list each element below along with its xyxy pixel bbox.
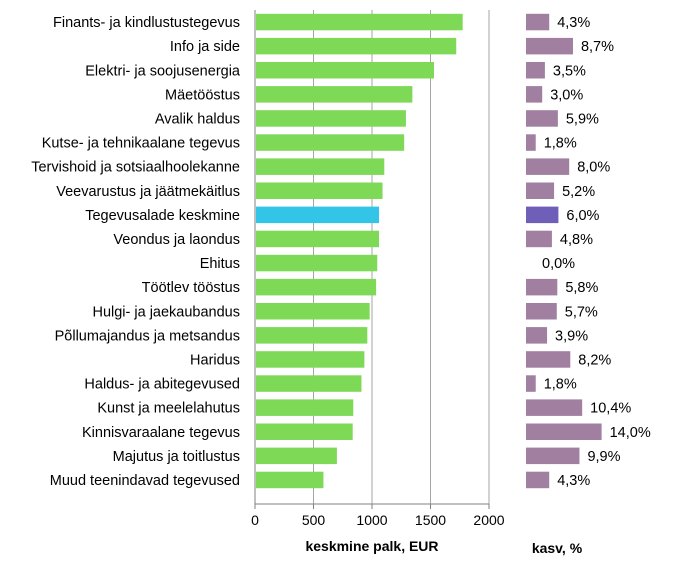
salary-bar bbox=[256, 182, 383, 199]
x-tick-label: 0 bbox=[251, 512, 259, 528]
category-label: Haldus- ja abitegevused bbox=[84, 377, 240, 393]
salary-x-axis: 0 500 1000 1500 2000 bbox=[251, 10, 505, 528]
salary-bar bbox=[256, 230, 380, 248]
category-labels: Finants- ja kindlustustegevus Info ja sid… bbox=[31, 15, 241, 489]
growth-value-label: 8,7% bbox=[581, 39, 614, 55]
growth-axis-title: kasv, % bbox=[532, 540, 583, 556]
salary-bar bbox=[256, 37, 457, 55]
growth-bar bbox=[526, 110, 558, 127]
category-label: Veevarustus ja jäätmekäitlus bbox=[56, 184, 240, 200]
salary-bar bbox=[256, 351, 365, 368]
category-label: Põllumajandus ja metsandus bbox=[55, 328, 240, 344]
growth-value-label: 4,3% bbox=[557, 473, 590, 489]
category-label: Finants- ja kindlustustegevus bbox=[53, 15, 240, 31]
growth-bar bbox=[526, 182, 555, 199]
salary-bar bbox=[256, 303, 370, 320]
growth-bar bbox=[526, 37, 573, 55]
category-label: Avalik haldus bbox=[155, 111, 240, 127]
growth-value-label: 1,8% bbox=[544, 136, 577, 152]
x-tick-label: 1000 bbox=[356, 512, 387, 528]
growth-bar bbox=[526, 375, 536, 392]
category-label: Töötlev tööstus bbox=[142, 280, 240, 296]
growth-bar bbox=[526, 303, 557, 320]
category-label: Ehitus bbox=[200, 256, 240, 272]
category-label: Mäetööstus bbox=[165, 87, 240, 103]
growth-bar bbox=[526, 423, 602, 440]
salary-bar-series bbox=[256, 13, 463, 489]
growth-value-label: 3,0% bbox=[550, 87, 583, 103]
growth-bar bbox=[526, 278, 558, 296]
growth-value-label: 3,5% bbox=[553, 63, 586, 79]
growth-bar bbox=[526, 399, 583, 416]
salary-bar bbox=[256, 375, 362, 392]
category-label: Tervishoid ja sotsiaalhoolekanne bbox=[31, 160, 240, 176]
growth-value-label: 0,0% bbox=[542, 256, 575, 272]
salary-bar bbox=[256, 110, 406, 127]
growth-value-label: 4,3% bbox=[557, 15, 590, 31]
salary-bar bbox=[256, 62, 435, 79]
growth-bar bbox=[526, 230, 552, 248]
growth-value-label: 14,0% bbox=[610, 425, 651, 441]
salary-bar bbox=[256, 86, 413, 103]
growth-bar bbox=[526, 158, 570, 175]
growth-value-label: 5,8% bbox=[565, 280, 598, 296]
growth-bar-series bbox=[526, 13, 602, 489]
growth-bar bbox=[526, 351, 571, 368]
salary-bar bbox=[256, 254, 378, 272]
growth-bar bbox=[526, 62, 545, 79]
category-label: Veondus ja laondus bbox=[113, 232, 240, 248]
growth-value-label: 8,0% bbox=[577, 160, 610, 176]
salary-bar bbox=[256, 13, 463, 31]
growth-value-label: 5,2% bbox=[562, 184, 595, 200]
category-label: Kunst ja meelelahutus bbox=[97, 401, 240, 417]
growth-bar bbox=[526, 206, 559, 224]
growth-value-label: 10,4% bbox=[590, 401, 631, 417]
salary-bar bbox=[256, 158, 385, 175]
x-tick-label: 2000 bbox=[473, 512, 504, 528]
salary-bar bbox=[256, 278, 377, 296]
growth-value-label: 9,9% bbox=[587, 449, 620, 465]
salary-bar bbox=[256, 471, 324, 489]
x-tick-label: 1500 bbox=[415, 512, 446, 528]
category-label: Info ja side bbox=[170, 39, 240, 55]
salary-bar bbox=[256, 206, 380, 224]
salary-bar bbox=[256, 423, 353, 440]
growth-bar bbox=[526, 13, 550, 31]
growth-value-label: 5,7% bbox=[565, 304, 598, 320]
growth-bar bbox=[526, 471, 550, 489]
category-label: Hulgi- ja jaekaubandus bbox=[92, 304, 240, 320]
growth-value-label: 6,0% bbox=[566, 208, 599, 224]
growth-value-label: 4,8% bbox=[560, 232, 593, 248]
growth-value-label: 8,2% bbox=[578, 352, 611, 368]
salary-axis-title: keskmine palk, EUR bbox=[305, 538, 438, 554]
category-label: Elektri- ja soojusenergia bbox=[85, 63, 241, 79]
growth-value-label: 1,8% bbox=[544, 377, 577, 393]
x-tick-label: 500 bbox=[302, 512, 326, 528]
salary-bar bbox=[256, 447, 337, 465]
growth-bar bbox=[526, 447, 580, 465]
growth-bar bbox=[526, 134, 536, 151]
category-label: Majutus ja toitlustus bbox=[113, 449, 240, 465]
growth-value-label: 3,9% bbox=[555, 328, 588, 344]
category-label: Kinnisvaraalane tegevus bbox=[82, 425, 240, 441]
salary-bar bbox=[256, 134, 405, 151]
category-label: Muud teenindavad tegevused bbox=[50, 473, 240, 489]
growth-bar bbox=[526, 327, 548, 344]
growth-value-labels: 4,3%8,7%3,5%3,0%5,9%1,8%8,0%5,2%6,0%4,8%… bbox=[542, 15, 651, 489]
category-label: Tegevusalade keskmine bbox=[85, 208, 240, 224]
salary-bar bbox=[256, 327, 368, 344]
growth-bar bbox=[526, 86, 543, 103]
salary-bar bbox=[256, 399, 354, 416]
category-label: Kutse- ja tehnikaalane tegevus bbox=[42, 136, 240, 152]
growth-value-label: 5,9% bbox=[566, 111, 599, 127]
category-label: Haridus bbox=[190, 352, 240, 368]
